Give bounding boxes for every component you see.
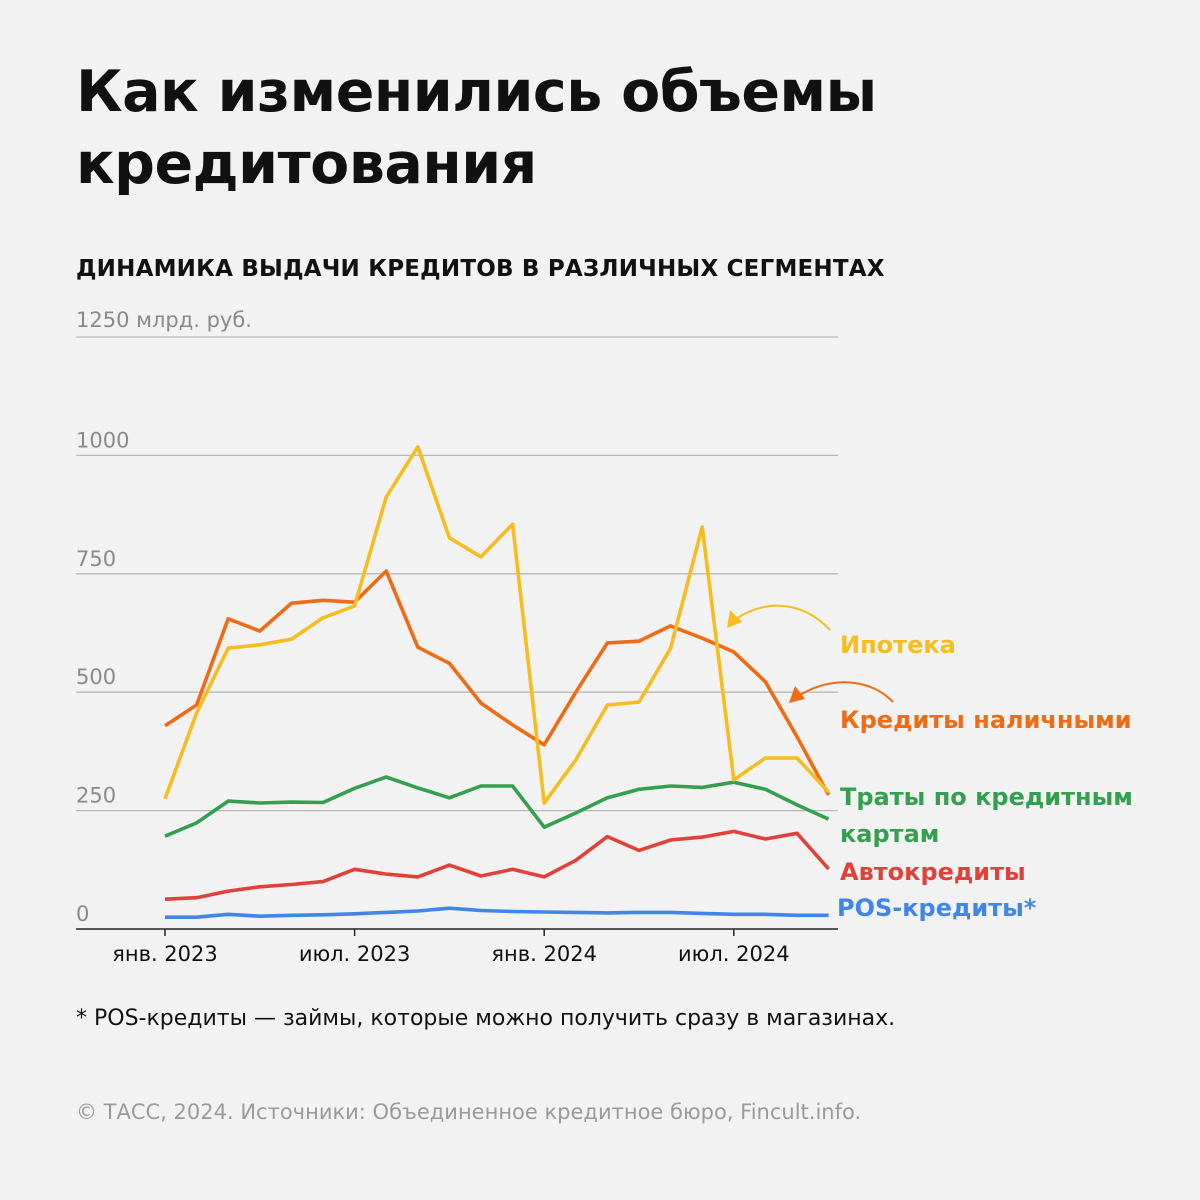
y-tick-label: 500 xyxy=(76,665,116,689)
legend-label-credit-cards-line1: Траты по кредитным xyxy=(840,783,1133,811)
legend-label-auto-loans: Автокредиты xyxy=(840,858,1026,886)
chart-title: ДИНАМИКА ВЫДАЧИ КРЕДИТОВ В РАЗЛИЧНЫХ СЕГ… xyxy=(76,256,885,282)
series-line-2 xyxy=(164,775,830,838)
line-chart: 0 250 500 750 1000 янв. 2023 июл. 2023 янв. 202… xyxy=(76,336,894,966)
arrow-icon-mortgage xyxy=(731,604,831,631)
source-credit: © ТАСС, 2024. Источники: Объединенное кр… xyxy=(76,1100,862,1124)
y-tick-label: 0 xyxy=(76,902,89,926)
y-tick-label: 750 xyxy=(76,547,116,571)
series-line-0 xyxy=(163,445,830,805)
x-tick-label: июл. 2024 xyxy=(678,942,790,966)
x-tick-label: янв. 2023 xyxy=(112,942,218,966)
x-tick-label: янв. 2024 xyxy=(491,942,597,966)
legend-label-mortgage: Ипотека xyxy=(840,631,956,659)
x-tick-label: июл. 2023 xyxy=(299,942,411,966)
page-title: Как изменились объемы кредитования xyxy=(76,59,877,197)
y-axis-unit-label: 1250 млрд. руб. xyxy=(76,308,252,332)
legend-label-credit-cards-line2: картам xyxy=(840,820,940,848)
arrow-icon-cash-loans xyxy=(794,681,894,703)
series-line-1 xyxy=(164,569,831,796)
y-tick-label: 250 xyxy=(76,784,116,808)
arrow-icon-cash-loans-head xyxy=(789,686,805,703)
arrow-icon-mortgage-head xyxy=(727,610,742,628)
y-tick-label: 1000 xyxy=(76,428,129,452)
legend-label-pos-loans: POS-кредиты* xyxy=(837,894,1037,922)
footnote: * POS-кредиты — займы, которые можно пол… xyxy=(76,1006,896,1031)
series-line-3 xyxy=(164,829,830,901)
series-line-4 xyxy=(165,906,829,920)
legend-label-credit-cards: Траты по кредитным картам xyxy=(840,779,1133,853)
legend-label-cash-loans: Кредиты наличными xyxy=(840,706,1132,734)
